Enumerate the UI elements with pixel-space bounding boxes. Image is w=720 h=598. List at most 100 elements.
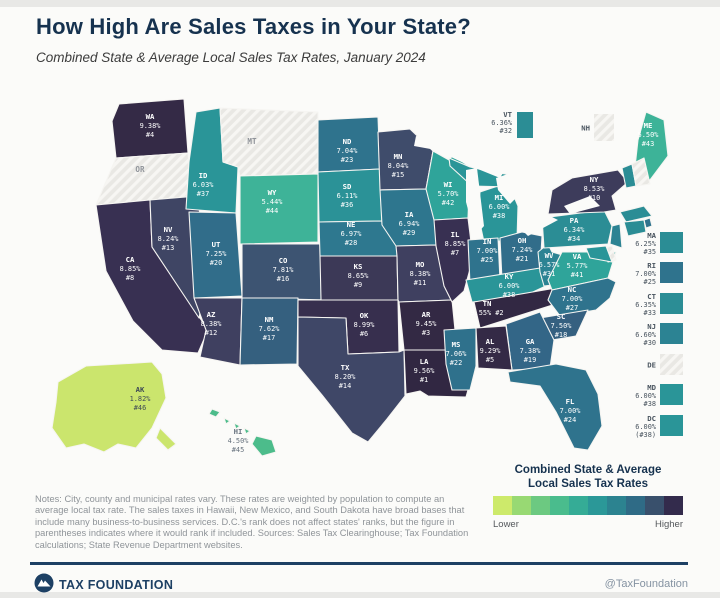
svg-text:5.77%: 5.77% <box>567 262 589 270</box>
svg-text:8.24%: 8.24% <box>158 235 180 243</box>
svg-text:5.44%: 5.44% <box>262 198 284 206</box>
state-label-ky: KY6.00%#38 <box>499 272 521 299</box>
svg-text:#13: #13 <box>162 244 174 252</box>
svg-text:6.00%: 6.00% <box>635 423 657 431</box>
svg-text:IN: IN <box>483 237 492 246</box>
legend-gradient-cell <box>626 496 645 515</box>
state-label-wa: WA9.38%#4 <box>140 112 162 139</box>
svg-text:6.36%: 6.36% <box>491 119 513 127</box>
svg-text:NM: NM <box>265 315 274 324</box>
svg-text:NY: NY <box>590 175 599 184</box>
callout-nh: NH <box>581 114 614 141</box>
svg-text:FL: FL <box>566 397 575 406</box>
svg-text:8.85%: 8.85% <box>120 265 142 273</box>
svg-text:#8: #8 <box>126 274 134 282</box>
svg-text:CO: CO <box>279 256 288 265</box>
svg-text:#7: #7 <box>451 249 459 257</box>
svg-text:DC: DC <box>647 414 656 423</box>
svg-text:7.00%: 7.00% <box>562 295 584 303</box>
state-al <box>475 325 513 371</box>
state-label-pa: PA6.34%#34 <box>564 216 586 243</box>
legend-gradient-cell <box>588 496 607 515</box>
svg-text:#6: #6 <box>360 330 368 338</box>
svg-text:#17: #17 <box>263 334 275 342</box>
svg-text:#31: #31 <box>543 270 555 278</box>
svg-text:LA: LA <box>420 357 429 366</box>
svg-text:MS: MS <box>452 340 461 349</box>
great-lake <box>496 172 522 204</box>
svg-text:8.04%: 8.04% <box>388 162 410 170</box>
svg-text:9.45%: 9.45% <box>416 320 438 328</box>
page-title: How High Are Sales Taxes in Your State? <box>36 14 471 39</box>
state-label-ny: NY8.53%#10 <box>584 175 606 202</box>
svg-text:KS: KS <box>354 262 363 271</box>
callout-swatch-de <box>660 354 683 375</box>
svg-text:8.99%: 8.99% <box>354 321 376 329</box>
legend-higher-label: Higher <box>655 519 683 530</box>
notes-block: Notes: City, county and municipal rates … <box>35 494 473 551</box>
state-label-ms: MS7.06%#22 <box>446 340 468 367</box>
callout-ct: CT6.35%#33 <box>635 292 683 317</box>
legend-gradient-cell <box>531 496 550 515</box>
svg-text:#45: #45 <box>232 446 244 454</box>
svg-text:8.53%: 8.53% <box>584 185 606 193</box>
svg-text:#42: #42 <box>442 199 454 207</box>
svg-text:#41: #41 <box>571 271 583 279</box>
svg-text:#44: #44 <box>266 207 278 215</box>
state-label-nm: NM7.62%#17 <box>259 315 281 342</box>
svg-text:8.38%: 8.38% <box>201 320 223 328</box>
svg-text:7.25%: 7.25% <box>206 250 228 258</box>
svg-text:AR: AR <box>422 310 431 319</box>
svg-text:#9: #9 <box>354 281 362 289</box>
state-label-mi: MI6.00%#38 <box>489 193 511 220</box>
tax-foundation-logo-icon <box>34 573 54 593</box>
svg-text:9.29%: 9.29% <box>480 347 502 355</box>
svg-text:CT: CT <box>647 292 656 301</box>
svg-text:#3: #3 <box>422 329 430 337</box>
callout-ri: RI7.00%#25 <box>635 261 683 286</box>
svg-text:7.00%: 7.00% <box>477 247 499 255</box>
svg-text:9.56%: 9.56% <box>414 367 436 375</box>
great-lake <box>520 214 558 236</box>
svg-text:#33: #33 <box>644 309 656 317</box>
state-il <box>433 217 474 303</box>
svg-text:CA: CA <box>126 255 135 264</box>
state-md <box>585 245 613 263</box>
state-label-sd: SD6.11%#36 <box>337 182 359 209</box>
svg-text:#24: #24 <box>564 416 576 424</box>
state-label-al: AL9.29%#5 <box>480 337 502 364</box>
state-label-tn: TN9.55% #2 <box>470 299 503 317</box>
legend-gradient-cell <box>645 496 664 515</box>
svg-text:4.50%: 4.50% <box>228 437 250 445</box>
svg-text:WA: WA <box>146 112 155 121</box>
svg-text:NC: NC <box>568 285 577 294</box>
svg-text:GA: GA <box>526 337 535 346</box>
callout-md: MD6.00%#38 <box>635 383 683 408</box>
svg-text:KY: KY <box>505 272 514 281</box>
callout-de: DE <box>647 354 683 375</box>
state-label-il: IL8.85%#7 <box>445 230 467 257</box>
svg-text:#20: #20 <box>210 259 222 267</box>
svg-text:(#38): (#38) <box>635 431 656 439</box>
state-fl <box>507 363 603 451</box>
svg-text:6.00%: 6.00% <box>489 203 511 211</box>
svg-text:#22: #22 <box>450 359 462 367</box>
svg-text:MN: MN <box>394 152 403 161</box>
page-subtitle: Combined State & Average Local Sales Tax… <box>36 50 426 65</box>
svg-text:#14: #14 <box>339 382 351 390</box>
svg-text:#29: #29 <box>403 229 415 237</box>
state-label-sc: SC7.50%#18 <box>551 312 573 339</box>
state-label-nd: ND7.04%#23 <box>337 137 359 164</box>
callout-swatch-vt <box>517 112 533 138</box>
svg-text:7.38%: 7.38% <box>520 347 542 355</box>
svg-text:7.00%: 7.00% <box>635 270 657 278</box>
state-ak <box>51 361 167 453</box>
svg-text:UT: UT <box>212 240 221 249</box>
svg-text:6.03%: 6.03% <box>193 181 215 189</box>
svg-text:WY: WY <box>268 188 277 197</box>
svg-text:#27: #27 <box>566 304 578 312</box>
state-nj <box>609 223 623 249</box>
legend-ends: Lower Higher <box>493 519 683 530</box>
state-tx <box>297 316 406 443</box>
